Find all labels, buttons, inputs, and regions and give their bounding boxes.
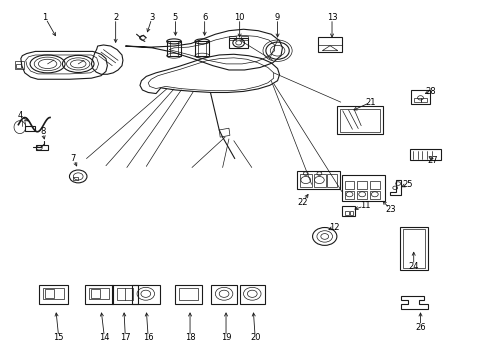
Bar (341, 175, 384, 202)
Bar (89, 288, 109, 299)
Text: 28: 28 (424, 87, 435, 96)
Bar (166, 41, 181, 56)
Text: 25: 25 (401, 180, 412, 189)
Bar (402, 229, 425, 268)
Text: 16: 16 (142, 333, 153, 342)
Bar (228, 36, 236, 40)
Bar (326, 174, 336, 187)
Text: 7: 7 (71, 154, 76, 163)
Text: 11: 11 (359, 201, 369, 210)
Bar (73, 177, 78, 180)
Text: 27: 27 (427, 156, 438, 165)
Text: 20: 20 (249, 333, 260, 342)
Text: 3: 3 (149, 13, 155, 22)
Text: 4: 4 (17, 111, 22, 120)
Bar (36, 145, 48, 150)
Text: 26: 26 (414, 323, 425, 332)
Bar (349, 211, 353, 215)
Bar (131, 285, 160, 304)
Bar (318, 37, 341, 52)
Text: 21: 21 (365, 98, 375, 107)
Bar (239, 285, 264, 304)
Bar (241, 36, 248, 40)
Bar (117, 288, 132, 300)
Bar (336, 107, 382, 134)
Bar (39, 285, 67, 304)
Bar (175, 285, 202, 304)
Bar (339, 109, 379, 132)
Bar (357, 191, 366, 199)
Bar (409, 149, 441, 160)
Bar (85, 285, 113, 304)
Text: 5: 5 (172, 13, 178, 22)
Bar (421, 98, 427, 102)
Bar (413, 98, 420, 102)
Text: 9: 9 (274, 13, 280, 22)
Bar (112, 285, 137, 304)
Text: 23: 23 (384, 205, 395, 214)
Bar (357, 181, 366, 189)
Bar (399, 227, 427, 270)
Bar (228, 38, 248, 48)
Text: 12: 12 (328, 222, 339, 231)
Bar (341, 206, 355, 216)
Text: 2: 2 (113, 13, 118, 22)
Text: 1: 1 (42, 13, 48, 22)
Text: 13: 13 (326, 13, 337, 22)
Text: 10: 10 (234, 13, 244, 22)
Text: 19: 19 (220, 333, 231, 342)
Bar (25, 126, 35, 131)
Text: 24: 24 (407, 262, 418, 271)
Bar (91, 289, 100, 298)
Bar (43, 288, 63, 299)
Text: 15: 15 (53, 333, 64, 342)
Bar (344, 181, 354, 189)
Bar (313, 174, 325, 187)
Bar (369, 191, 379, 199)
Bar (179, 288, 198, 300)
Bar (296, 171, 339, 189)
Bar (344, 191, 354, 199)
Text: 6: 6 (202, 13, 207, 22)
Bar (195, 41, 209, 56)
Bar (15, 61, 24, 68)
Text: 8: 8 (40, 127, 45, 136)
Bar (45, 289, 54, 298)
Bar (369, 181, 379, 189)
Text: 17: 17 (120, 333, 130, 342)
Text: 14: 14 (99, 333, 109, 342)
Bar (410, 90, 429, 104)
Bar (211, 285, 236, 304)
Bar (16, 64, 21, 68)
Text: 22: 22 (297, 198, 307, 207)
Text: 18: 18 (184, 333, 195, 342)
Bar (344, 211, 348, 215)
Bar (299, 174, 311, 187)
